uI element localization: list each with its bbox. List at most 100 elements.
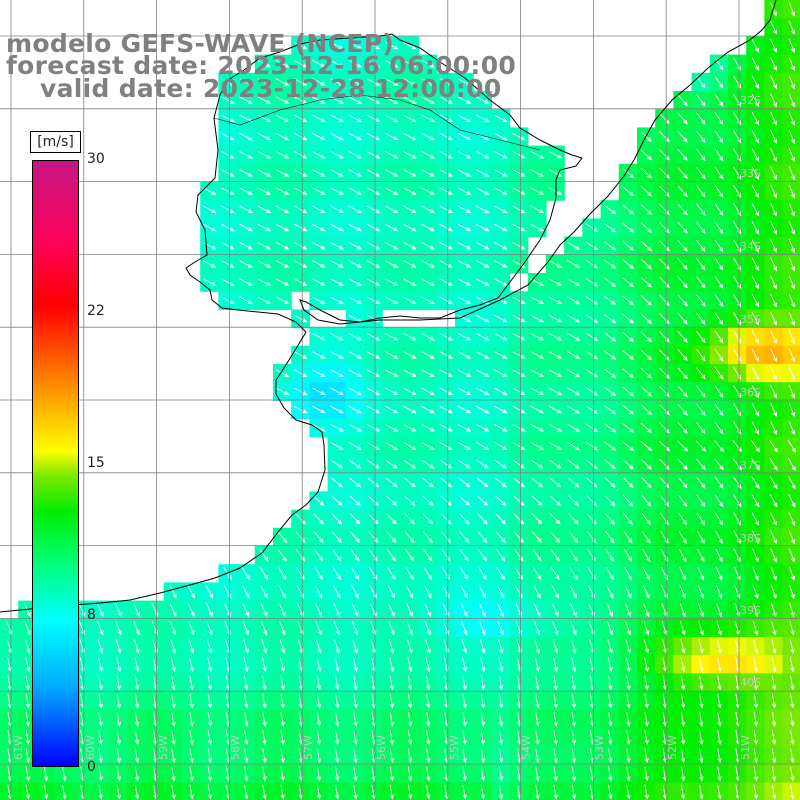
wind-arrow [366,169,381,177]
wind-arrow [498,784,504,800]
wind-arrow [622,441,635,451]
wind-arrow [293,60,308,68]
wind-arrow [717,693,722,709]
wind-arrow [625,639,631,654]
wind-arrow [421,223,435,232]
wind-arrow [280,675,285,691]
wind-arrow [567,241,581,250]
wind-arrow [439,205,454,214]
wind-arrow [714,294,724,307]
wind-arrow [659,222,670,234]
wind-arrow [458,495,470,506]
wind-arrow [603,222,617,233]
wind-arrow [553,675,558,691]
wind-arrow [603,313,617,324]
wind-arrow [553,748,558,764]
wind-arrow [643,639,650,654]
wind-arrow [478,585,487,599]
wind-arrow [770,348,777,363]
wind-arrow [714,385,724,398]
longitude-label: 57W [302,735,315,760]
wind-arrow [751,348,760,363]
wind-arrow [790,693,795,709]
wind-arrow [567,495,580,507]
wind-arrow [275,132,290,141]
wind-arrow [624,585,632,599]
wind-arrow [714,203,724,216]
wind-arrow [603,368,617,378]
wind-arrow [384,151,399,159]
wind-arrow [494,314,508,323]
wind-arrow [426,675,431,691]
wind-arrow [457,169,472,177]
wind-arrow [644,748,649,764]
wind-arrow [753,730,759,746]
wind-arrow [315,603,322,618]
wind-arrow [716,621,722,636]
wind-arrow [457,441,471,451]
wind-arrow [770,602,777,618]
colorbar-tick-label: 15 [87,455,105,471]
wind-arrow [567,369,581,378]
wind-arrow [569,603,577,618]
wind-arrow [626,730,631,746]
wind-arrow [548,387,563,396]
wind-arrow [405,585,414,599]
wind-arrow [313,531,324,544]
wind-arrow [312,405,326,414]
wind-arrow [439,242,454,250]
wind-arrow [134,693,140,709]
wind-arrow [98,730,103,746]
wind-arrow [239,260,253,268]
wind-arrow [312,424,326,432]
wind-arrow [348,60,363,68]
wind-arrow [659,367,670,379]
wind-arrow [480,784,486,800]
wind-arrow [696,385,706,398]
wind-arrow [644,766,649,782]
wind-arrow [352,639,359,654]
wind-arrow [439,260,454,268]
wind-arrow [751,75,760,90]
wind-arrow [421,114,435,123]
wind-arrow [696,185,706,198]
wind-arrow [640,276,652,288]
wind-arrow [439,405,454,414]
latitude-label: 35S [740,313,761,326]
map-title-model: modelo GEFS-WAVE (NCEP) [6,29,395,58]
wind-arrow [770,530,777,545]
wind-arrow [457,223,472,232]
wind-arrow [659,331,670,343]
wind-arrow [789,657,795,673]
wind-arrow [494,223,508,232]
wind-arrow [770,184,777,199]
wind-arrow [314,567,323,581]
wind-arrow [622,240,635,251]
wind-arrow [475,151,490,159]
wind-arrow [512,405,526,414]
wind-arrow [677,167,688,179]
wind-arrow [257,169,272,177]
wind-arrow [207,693,213,709]
wind-speed-cell [782,546,800,565]
wind-arrow [366,242,381,250]
wind-arrow [171,711,176,727]
wind-speed-cell [782,436,800,456]
wind-arrow [295,513,306,525]
wind-arrow [788,384,796,399]
wind-arrow [677,149,688,161]
wind-arrow [421,205,435,214]
wind-arrow [257,187,272,195]
wind-arrow [788,38,796,53]
wind-arrow [770,384,777,399]
wind-arrow [733,203,742,217]
wind-arrow [567,332,581,341]
wind-arrow [353,675,358,691]
wind-arrow [788,330,796,345]
wind-arrow [366,41,381,50]
wind-arrow [312,60,326,68]
wind-arrow [133,603,140,618]
wind-arrow [512,351,526,359]
